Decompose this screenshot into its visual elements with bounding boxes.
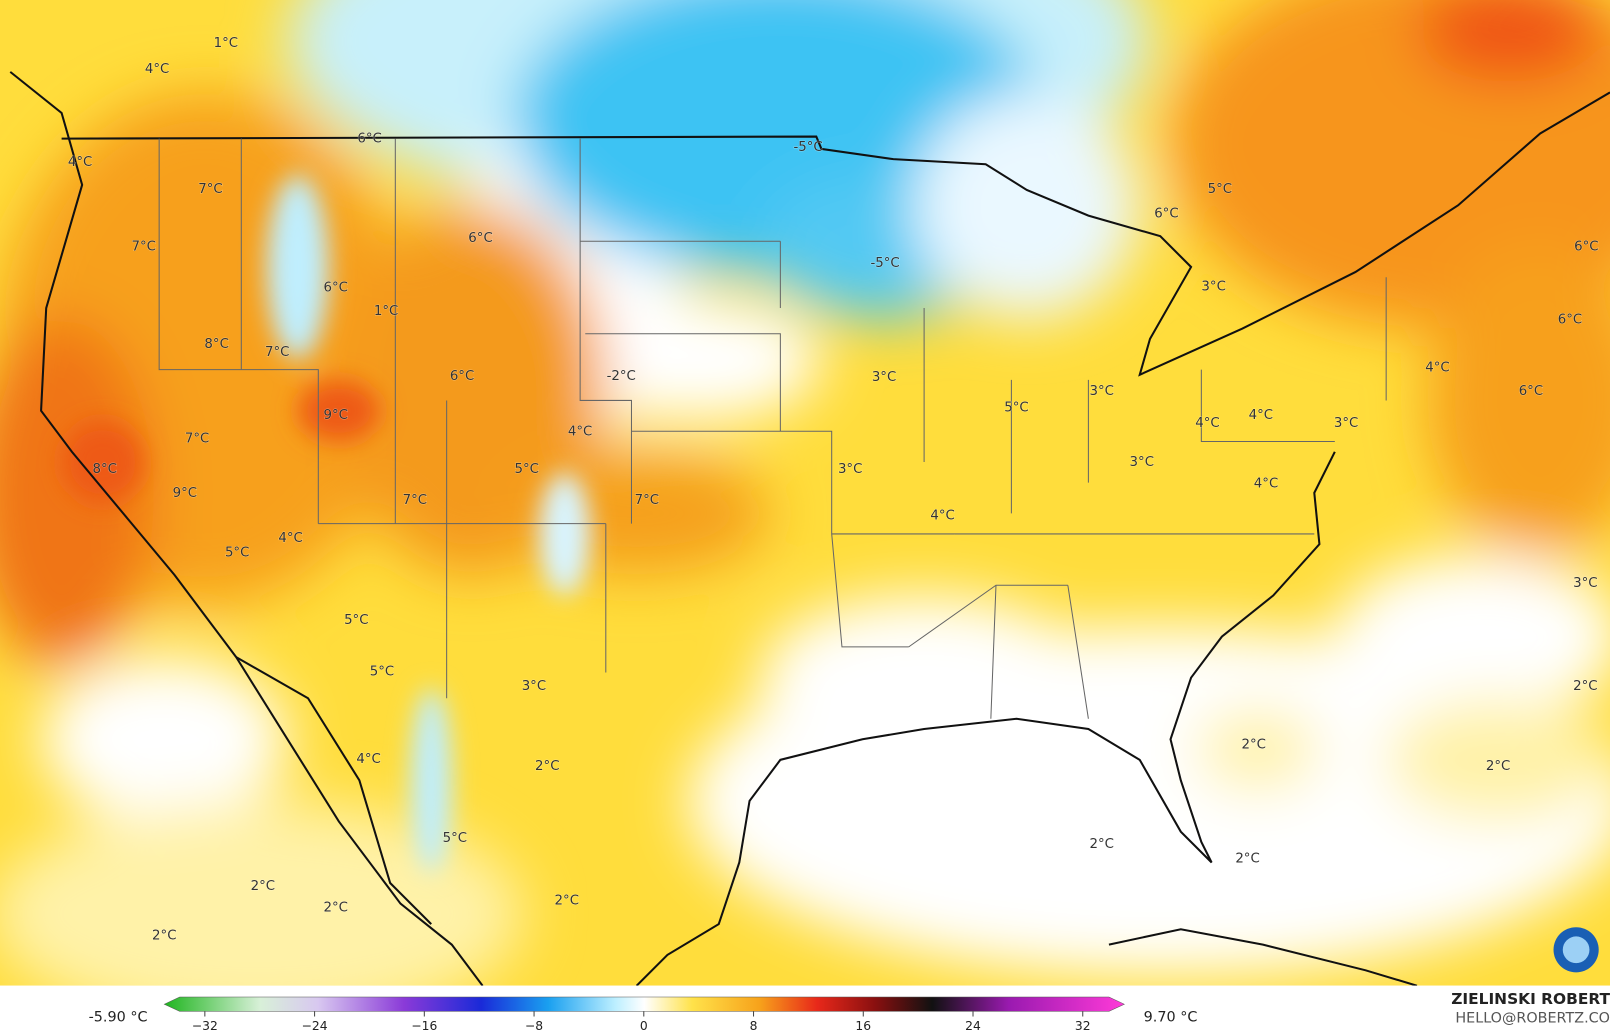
- temperature-label: 6°C: [1558, 312, 1582, 327]
- temperature-label: 5°C: [1004, 401, 1028, 416]
- coastline: [9, 71, 484, 986]
- colorbar-tick-label: −32: [192, 1019, 218, 1033]
- author: ZIELINSKI ROBERT: [1451, 990, 1610, 1008]
- temperature-label: 5°C: [344, 613, 368, 628]
- temperature-label: 8°C: [93, 462, 117, 477]
- colorbar-tick-label: 32: [1075, 1019, 1091, 1033]
- colorbar-tick-label: −16: [411, 1019, 437, 1033]
- temperature-label: 4°C: [930, 508, 954, 523]
- temperature-label: 2°C: [324, 901, 348, 916]
- temperature-label: 3°C: [1334, 416, 1358, 431]
- colorbar-tick-label: −8: [525, 1019, 543, 1033]
- temperature-label: 7°C: [185, 431, 209, 446]
- temperature-label: 6°C: [468, 231, 492, 246]
- temperature-label: 1°C: [214, 36, 238, 51]
- temperature-label: 4°C: [1195, 416, 1219, 431]
- temperature-label: 3°C: [1090, 384, 1114, 399]
- temperature-label: 9°C: [173, 486, 197, 501]
- temperature-label: 2°C: [1235, 851, 1259, 866]
- temperature-label: -2°C: [607, 369, 636, 384]
- temperature-label: 6°C: [1519, 384, 1543, 399]
- temperature-label: 3°C: [1130, 455, 1154, 470]
- temperature-label: 1°C: [374, 304, 398, 319]
- state-lines: [158, 138, 1387, 719]
- temperature-label: 2°C: [1241, 737, 1265, 752]
- min-value: -5.90 °C: [89, 1010, 148, 1026]
- temperature-label: 2°C: [535, 759, 559, 774]
- map-labels: 1°C 4°C 6°C 4°C 7°C 7°C 6°C 6°C 1°C 8°C 7°C 6°C 9°C 7…: [67, 36, 1599, 944]
- temperature-label: 3°C: [1573, 576, 1597, 591]
- temperature-label: 2°C: [152, 928, 176, 943]
- coastline: [235, 656, 432, 925]
- temperature-label: 5°C: [1208, 182, 1232, 197]
- temperature-label: 5°C: [225, 545, 249, 560]
- temperature-label: 2°C: [251, 879, 275, 894]
- colorbar: [163, 996, 1125, 1012]
- temperature-label: 4°C: [1249, 408, 1273, 423]
- temperature-label: 7°C: [198, 182, 222, 197]
- temperature-label: 4°C: [1254, 477, 1278, 492]
- noaa-logo-inner: [1562, 936, 1590, 964]
- temperature-label: 3°C: [838, 462, 862, 477]
- temperature-label: 4°C: [278, 531, 302, 546]
- temperature-label: 5°C: [515, 462, 539, 477]
- temperature-label: -5°C: [870, 256, 899, 271]
- colorbar-tick-label: 16: [855, 1019, 871, 1033]
- colorbar-tick-label: −24: [302, 1019, 328, 1033]
- temperature-label: 6°C: [1574, 239, 1598, 254]
- border: [61, 91, 1610, 377]
- temperature-label: 6°C: [450, 369, 474, 384]
- temperature-label: 7°C: [403, 493, 427, 508]
- temperature-label: 3°C: [1201, 279, 1225, 294]
- temperature-label: 2°C: [1573, 679, 1597, 694]
- coastline: [635, 451, 1336, 986]
- temperature-label: 3°C: [522, 679, 546, 694]
- temperature-label: 9°C: [324, 408, 348, 423]
- max-value: 9.70 °C: [1144, 1010, 1198, 1026]
- email: HELLO@ROBERTZ.CO: [1455, 1011, 1610, 1027]
- temperature-label: 5°C: [370, 665, 394, 680]
- colorbar-tick-label: 8: [750, 1019, 758, 1033]
- temperature-label: 4°C: [568, 424, 592, 439]
- temperature-label: 4°C: [356, 752, 380, 767]
- temperature-label: 3°C: [872, 370, 896, 385]
- temperature-label: 2°C: [1090, 837, 1114, 852]
- colorbar-tick-label: 0: [640, 1019, 648, 1033]
- temperature-label: -5°C: [793, 140, 822, 155]
- temperature-label: 7°C: [635, 493, 659, 508]
- temperature-label: 8°C: [204, 337, 228, 352]
- temperature-label: 6°C: [357, 132, 381, 147]
- coastline: [1108, 928, 1418, 986]
- temperature-label: 6°C: [1154, 207, 1178, 222]
- colorbar-tick-label: 24: [965, 1019, 981, 1033]
- temperature-label: 7°C: [265, 345, 289, 360]
- temperature-label: 4°C: [145, 62, 169, 77]
- temperature-label: 4°C: [1425, 361, 1449, 376]
- temperature-label: 6°C: [324, 280, 348, 295]
- temperature-label: 4°C: [68, 155, 92, 170]
- temperature-label: 7°C: [132, 239, 156, 254]
- temperature-label: 2°C: [1486, 759, 1510, 774]
- temperature-label: 5°C: [443, 831, 467, 846]
- temperature-label: 2°C: [555, 893, 579, 908]
